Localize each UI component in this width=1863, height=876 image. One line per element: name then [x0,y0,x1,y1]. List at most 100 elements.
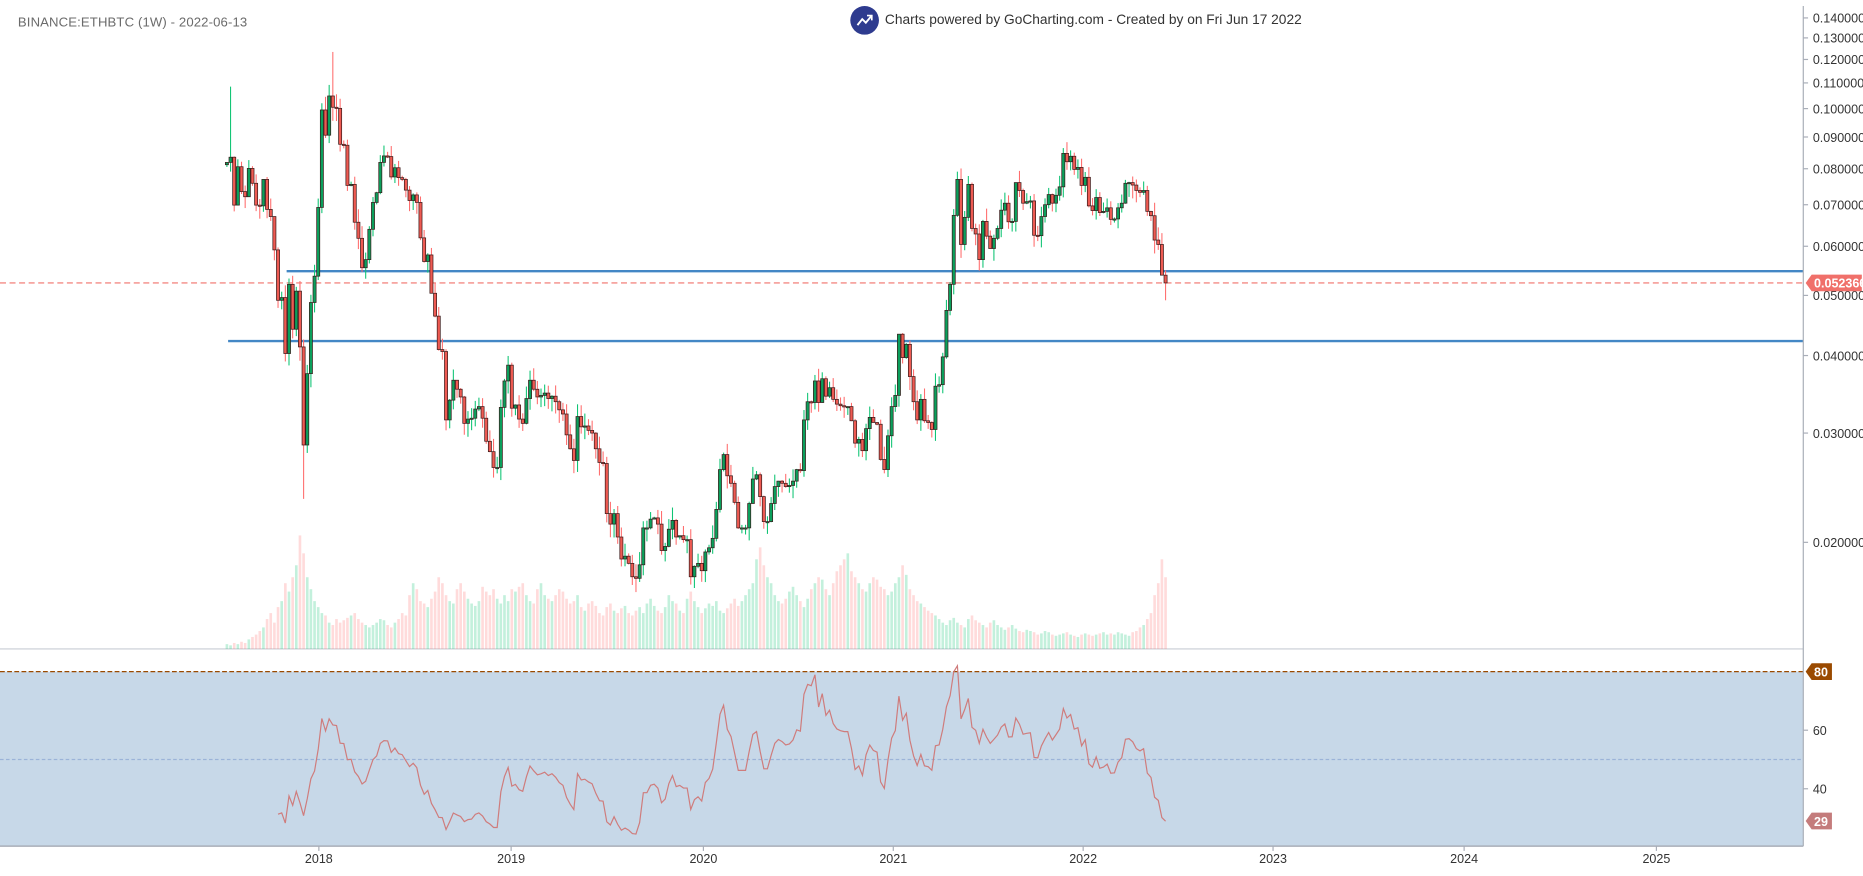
candle[interactable] [531,368,536,392]
candle[interactable] [239,161,244,194]
candle[interactable] [506,355,511,394]
candle[interactable] [1057,175,1062,201]
candle[interactable] [550,395,554,412]
candle[interactable] [469,408,474,431]
candle[interactable] [403,177,408,198]
candle[interactable] [436,306,441,351]
candle[interactable] [911,369,916,411]
candle[interactable] [455,379,459,398]
candle[interactable] [1072,152,1077,175]
candle[interactable] [283,285,288,362]
candle[interactable] [308,294,313,388]
candle[interactable] [710,525,715,554]
candle[interactable] [842,396,847,418]
candle[interactable] [444,349,448,431]
candle[interactable] [721,452,726,472]
candle[interactable] [940,352,945,394]
candle[interactable] [349,181,353,187]
candle[interactable] [798,463,803,474]
candle[interactable] [809,400,814,413]
candle[interactable] [509,362,514,417]
candle[interactable] [228,86,233,172]
candle[interactable] [232,156,237,212]
candle[interactable] [696,553,700,569]
candle[interactable] [754,471,759,481]
candle[interactable] [590,420,595,441]
candle[interactable] [608,501,613,538]
candle[interactable] [1061,148,1066,198]
candle[interactable] [257,198,262,219]
candle[interactable] [703,549,708,583]
candle[interactable] [787,478,792,493]
candle[interactable] [864,423,868,461]
candle[interactable] [272,216,277,261]
candle[interactable] [265,176,269,219]
candle[interactable] [495,456,500,474]
candle[interactable] [1065,142,1069,170]
candle[interactable] [966,176,971,222]
candle[interactable] [674,518,679,545]
candle[interactable] [714,501,719,542]
candle[interactable] [579,405,584,434]
candle[interactable] [1127,181,1131,197]
candle[interactable] [1145,185,1150,216]
candle[interactable] [374,191,379,205]
candle[interactable] [1123,179,1128,204]
candle[interactable] [301,339,306,499]
candle[interactable] [853,418,858,448]
candle[interactable] [440,338,445,360]
candle[interactable] [991,234,996,261]
candle[interactable] [1119,194,1124,213]
candle[interactable] [637,552,642,582]
candle[interactable] [977,224,982,271]
candle[interactable] [1035,225,1040,242]
candle[interactable] [973,223,978,246]
candle[interactable] [893,384,898,412]
candle[interactable] [681,526,686,543]
candle[interactable] [411,193,416,210]
candle[interactable] [915,390,920,425]
candle[interactable] [352,176,357,230]
candle[interactable] [1163,270,1168,301]
candle[interactable] [729,464,733,488]
candle[interactable] [539,388,543,408]
candle[interactable] [926,414,931,429]
candle[interactable] [758,472,763,507]
candle[interactable] [948,282,952,316]
candle[interactable] [564,404,569,445]
candle[interactable] [601,451,606,467]
candle[interactable] [929,421,934,438]
candle[interactable] [389,146,394,180]
candle[interactable] [575,404,580,472]
candle[interactable] [984,208,989,240]
candle[interactable] [904,343,909,359]
candle[interactable] [725,443,730,489]
candle[interactable] [334,94,339,122]
candle[interactable] [1156,227,1161,250]
candle[interactable] [944,299,949,359]
candle[interactable] [900,333,905,364]
candle[interactable] [268,198,273,221]
candle[interactable] [732,480,737,505]
candle[interactable] [849,402,854,422]
candle[interactable] [1021,188,1026,210]
candle[interactable] [520,413,525,431]
candle[interactable] [604,456,609,523]
candle[interactable] [224,162,229,167]
candle[interactable] [396,160,401,186]
candle[interactable] [254,174,259,212]
candle[interactable] [1068,150,1073,171]
candle[interactable] [462,395,467,435]
candle[interactable] [827,381,832,399]
candle[interactable] [491,438,496,478]
candle[interactable] [765,516,770,534]
candle[interactable] [886,429,890,477]
candle[interactable] [666,519,671,548]
candle[interactable] [783,473,788,488]
candle[interactable] [813,374,817,410]
candle[interactable] [243,185,248,209]
candle[interactable] [1138,187,1142,198]
candle[interactable] [630,554,635,585]
candle[interactable] [305,364,310,453]
candle[interactable] [955,171,960,217]
